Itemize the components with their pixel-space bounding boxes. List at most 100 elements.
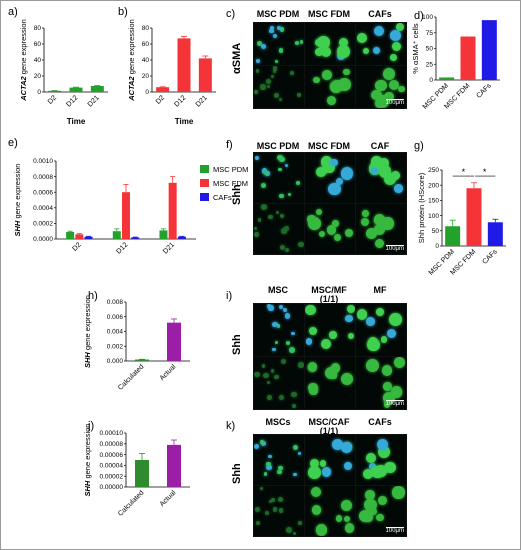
micrograph-tile-i-r0c0 bbox=[253, 303, 305, 357]
cell bbox=[264, 170, 269, 176]
cell bbox=[279, 395, 285, 401]
y-axis-label-a: ACTA2 gene expression bbox=[19, 19, 28, 102]
bar-b-d12 bbox=[177, 38, 191, 92]
cell bbox=[268, 305, 274, 311]
cell bbox=[292, 404, 297, 409]
x-axis-label-a: Time bbox=[67, 117, 86, 126]
cell bbox=[394, 184, 403, 193]
scale-bar-f: 100μm bbox=[385, 245, 404, 252]
y-tick-label-g: 150 bbox=[428, 198, 439, 205]
cell bbox=[279, 156, 285, 163]
cell bbox=[255, 155, 260, 160]
cell bbox=[384, 173, 397, 185]
cell bbox=[299, 40, 304, 44]
cell bbox=[272, 70, 277, 74]
cell bbox=[277, 324, 281, 328]
cell bbox=[396, 23, 405, 32]
micrograph-tile-i-r1c1 bbox=[304, 356, 356, 410]
micrograph-row-label-c: αSMA bbox=[231, 42, 243, 74]
cell bbox=[367, 336, 379, 348]
cell bbox=[359, 509, 372, 523]
bar-a-d2 bbox=[48, 90, 62, 92]
panel-label-k: k) bbox=[226, 420, 236, 432]
cell bbox=[391, 171, 401, 181]
cell bbox=[343, 515, 350, 523]
cell bbox=[320, 156, 333, 168]
y-tick-label-d: 0 bbox=[429, 77, 433, 84]
micrograph-tile-k-r0c1 bbox=[304, 434, 356, 486]
micrograph-tile-f-r1c2: 100μm bbox=[355, 203, 407, 255]
cell bbox=[373, 25, 384, 36]
y-tick-label-d: 75 bbox=[426, 30, 434, 37]
micrograph-row-label-i: Shh bbox=[231, 334, 243, 355]
y-tick-label-h: 0.000 bbox=[107, 358, 124, 365]
cell bbox=[255, 69, 260, 73]
cell bbox=[374, 239, 384, 249]
bar-e-msc-fdm-d12 bbox=[122, 192, 130, 239]
cell bbox=[261, 440, 267, 447]
x-tick-label-h: Calculated bbox=[117, 363, 145, 391]
cell bbox=[270, 74, 274, 79]
cell bbox=[290, 71, 295, 76]
y-tick-label-j: 0.00008 bbox=[100, 441, 124, 448]
micrograph-header-k-2: CAFs bbox=[368, 417, 392, 427]
micrograph-tile-k-r1c0 bbox=[253, 485, 305, 537]
cell bbox=[266, 79, 271, 85]
cell bbox=[331, 438, 344, 451]
cell bbox=[264, 510, 270, 516]
cell bbox=[366, 317, 375, 327]
cell bbox=[268, 499, 273, 503]
cell bbox=[390, 30, 401, 41]
cell bbox=[279, 98, 283, 102]
cell bbox=[274, 375, 279, 380]
cell bbox=[394, 357, 406, 369]
cell bbox=[390, 54, 398, 62]
legend-swatch-cafs bbox=[200, 193, 209, 201]
y-tick-label-b: 80 bbox=[142, 25, 150, 32]
y-tick-label-e: 0.0002 bbox=[33, 221, 53, 228]
y-tick-label-g: 0 bbox=[435, 243, 439, 250]
y-tick-label-g: 250 bbox=[428, 167, 439, 174]
cell bbox=[284, 247, 289, 253]
cell bbox=[291, 331, 295, 336]
cell bbox=[343, 68, 350, 76]
cell bbox=[261, 43, 267, 49]
cell bbox=[277, 469, 283, 475]
y-tick-label-b: 0 bbox=[145, 89, 149, 96]
micrograph-tile-c-r0c2 bbox=[355, 22, 407, 66]
cell bbox=[278, 496, 284, 502]
micrograph-header-f-1: MSC FDM bbox=[308, 141, 350, 151]
cell bbox=[289, 346, 296, 353]
cell bbox=[278, 167, 283, 172]
micrograph-tile-c-r1c2: 100μm bbox=[355, 65, 407, 109]
cell bbox=[335, 515, 343, 522]
cell bbox=[274, 59, 279, 64]
cell bbox=[376, 308, 384, 316]
cell bbox=[384, 91, 394, 102]
panel-label-g: g) bbox=[414, 140, 424, 152]
cell bbox=[259, 486, 264, 491]
legend-label-msc-pdm: MSC PDM bbox=[213, 165, 248, 174]
cell bbox=[337, 78, 351, 91]
cell bbox=[277, 25, 282, 31]
cell bbox=[326, 225, 337, 235]
cell bbox=[279, 194, 284, 199]
legend-swatch-msc-pdm bbox=[200, 165, 209, 173]
cell bbox=[323, 47, 330, 54]
bar-e-msc-pdm-d2 bbox=[66, 231, 75, 239]
y-tick-label-a: 40 bbox=[34, 57, 42, 64]
micrograph-tile-i-r1c0 bbox=[253, 356, 305, 410]
cell bbox=[366, 452, 377, 463]
micrograph-header-c-2: CAFs bbox=[368, 9, 392, 19]
scale-bar-i: 100μm bbox=[385, 400, 404, 407]
y-tick-label-g: 100 bbox=[428, 213, 439, 220]
cell bbox=[373, 223, 386, 236]
cell bbox=[319, 166, 328, 175]
cell bbox=[375, 79, 387, 92]
y-tick-label-g: 50 bbox=[432, 228, 440, 235]
cell bbox=[384, 461, 396, 474]
cell bbox=[337, 45, 350, 58]
micrograph-tile-f-r0c2 bbox=[355, 152, 407, 204]
cell bbox=[309, 458, 319, 468]
cell bbox=[267, 395, 273, 400]
